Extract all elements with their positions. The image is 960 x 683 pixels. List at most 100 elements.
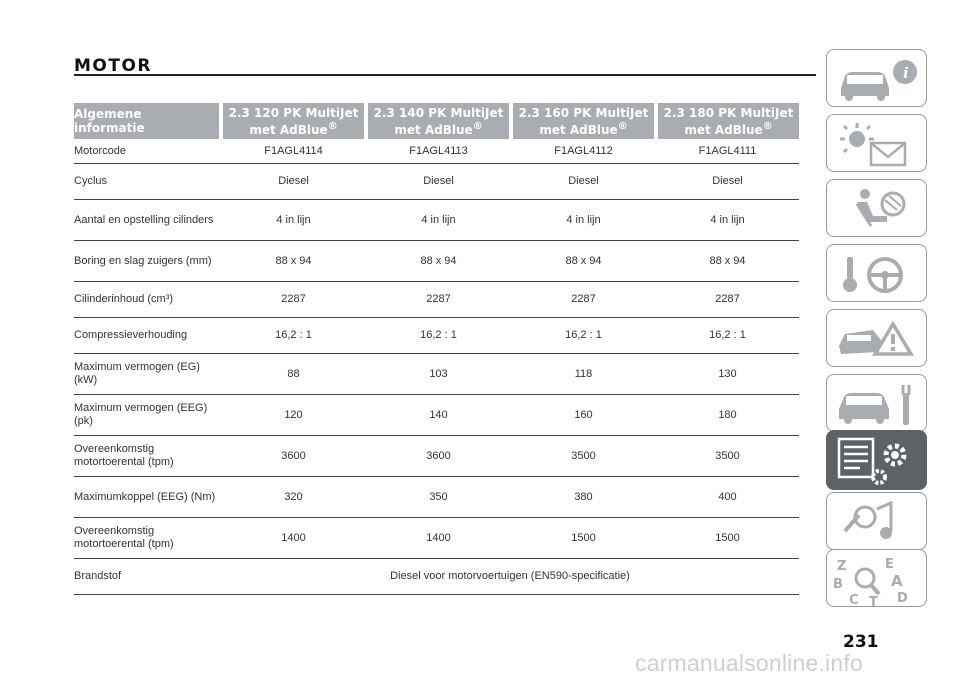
svg-text:i: i	[903, 64, 909, 82]
header-160pk: 2.3 160 PK MultiJet met AdBlue®	[511, 103, 658, 139]
warning-lights-icon	[840, 123, 907, 167]
table-cell: 88 x 94	[656, 240, 799, 282]
table-cell: 140	[366, 394, 511, 436]
row-label: Overeenkomstig motortoerental (tpm)	[74, 435, 221, 477]
car-wrench-icon	[839, 385, 911, 425]
table-cell: 3500	[656, 435, 799, 477]
table-row: Maximumkoppel (EEG) (Nm) 320 350 380 400	[74, 476, 799, 518]
table-row: Cyclus Diesel Diesel Diesel Diesel	[74, 163, 799, 200]
table-cell: 3600	[366, 435, 511, 477]
table-cell: 16,2 : 1	[221, 317, 366, 354]
table-cell: 2287	[656, 281, 799, 318]
table-cell: 1400	[221, 517, 366, 559]
table-cell: F1AGL4113	[366, 139, 511, 164]
row-label: Maximumkoppel (EEG) (Nm)	[74, 476, 221, 518]
tab-warning-lights[interactable]	[826, 114, 927, 172]
table-cell: 320	[221, 476, 366, 518]
table-cell: 88 x 94	[366, 240, 511, 282]
tab-safety[interactable]	[826, 179, 927, 237]
table-cell: Diesel	[656, 163, 799, 200]
table-row: Overeenkomstig motortoerental (tpm) 1400…	[74, 517, 799, 559]
index-az-icon: Z E B A C T D	[833, 557, 908, 608]
car-warning-triangle-icon	[839, 320, 915, 356]
table-row: Boring en slag zuigers (mm) 88 x 94 88 x…	[74, 240, 799, 282]
table-row: Maximum vermogen (EEG) (pk) 120 140 160 …	[74, 394, 799, 436]
table-cell: 1400	[366, 517, 511, 559]
table-cell: 4 in lijn	[366, 199, 511, 241]
table-cell: 1500	[656, 517, 799, 559]
table-cell: F1AGL4114	[221, 139, 366, 164]
table-cell: 160	[511, 394, 656, 436]
table-cell: 88 x 94	[221, 240, 366, 282]
row-label: Cilinderinhoud (cm³)	[74, 281, 221, 318]
table-cell: 88	[221, 353, 366, 395]
svg-text:T: T	[869, 595, 878, 608]
table-cell: 103	[366, 353, 511, 395]
table-cell: 4 in lijn	[656, 199, 799, 241]
table-cell: F1AGL4112	[511, 139, 656, 164]
table-cell: 180	[656, 394, 799, 436]
table-cell: 380	[511, 476, 656, 518]
fuel-value: Diesel voor motorvoertuigen (EN590-speci…	[221, 558, 799, 595]
table-cell: Diesel	[221, 163, 366, 200]
svg-text:E: E	[885, 557, 894, 572]
table-cell: 3500	[511, 435, 656, 477]
table-cell: 130	[656, 353, 799, 395]
table-header-row: Algemene informatie 2.3 120 PK MultiJet …	[74, 103, 799, 139]
tab-emergency[interactable]	[826, 309, 927, 367]
table-cell: 2287	[511, 281, 656, 318]
table-cell: 16,2 : 1	[511, 317, 656, 354]
page-title: MOTOR	[74, 56, 153, 76]
table-cell: 350	[366, 476, 511, 518]
tab-maintenance[interactable]	[826, 374, 927, 432]
row-label: Maximum vermogen (EG) (kW)	[74, 353, 221, 395]
technical-data-icon	[837, 437, 907, 485]
svg-text:D: D	[897, 591, 908, 606]
table-cell: 16,2 : 1	[366, 317, 511, 354]
car-info-icon: i	[841, 60, 917, 101]
table-cell: 16,2 : 1	[656, 317, 799, 354]
page-number: 231	[843, 632, 879, 652]
row-label: Aantal en opstelling cilinders	[74, 199, 221, 241]
airbag-seat-icon	[855, 189, 906, 227]
table-row: Compressieverhouding 16,2 : 1 16,2 : 1 1…	[74, 317, 799, 354]
table-cell: 3600	[221, 435, 366, 477]
header-140pk: 2.3 140 PK MultiJet met AdBlue®	[366, 103, 513, 139]
table-cell: F1AGL4111	[656, 139, 799, 164]
engine-spec-table: Algemene informatie 2.3 120 PK MultiJet …	[74, 103, 799, 595]
tab-multimedia[interactable]	[826, 492, 927, 550]
tab-index[interactable]: Z E B A C T D	[826, 549, 927, 608]
row-label: Boring en slag zuigers (mm)	[74, 240, 221, 282]
row-label: Motorcode	[74, 139, 221, 164]
tab-car-info[interactable]: i	[826, 49, 927, 107]
header-general-info: Algemene informatie	[74, 103, 223, 139]
table-cell: 4 in lijn	[511, 199, 656, 241]
table-cell: 1500	[511, 517, 656, 559]
table-cell: 2287	[366, 281, 511, 318]
tab-starting-driving[interactable]	[826, 244, 927, 302]
table-row: Maximum vermogen (EG) (kW) 88 103 118 13…	[74, 353, 799, 395]
table-cell: 118	[511, 353, 656, 395]
svg-text:Z: Z	[837, 559, 846, 574]
table-cell: 2287	[221, 281, 366, 318]
tab-technical-data[interactable]	[826, 430, 927, 490]
table-cell: 4 in lijn	[221, 199, 366, 241]
table-cell: 400	[656, 476, 799, 518]
svg-text:C: C	[849, 593, 859, 608]
multimedia-icon	[843, 500, 893, 539]
row-label: Brandstof	[74, 558, 221, 595]
table-cell: Diesel	[366, 163, 511, 200]
header-180pk: 2.3 180 PK MultiJet met AdBlue®	[656, 103, 799, 139]
svg-text:A: A	[891, 572, 903, 590]
table-row-fuel: Brandstof Diesel voor motorvoertuigen (E…	[74, 558, 799, 595]
row-label: Cyclus	[74, 163, 221, 200]
table-cell: 88 x 94	[511, 240, 656, 282]
row-label: Overeenkomstig motortoerental (tpm)	[74, 517, 221, 559]
row-label: Maximum vermogen (EEG) (pk)	[74, 394, 221, 436]
table-row: Overeenkomstig motortoerental (tpm) 3600…	[74, 435, 799, 477]
svg-text:B: B	[833, 577, 843, 592]
table-row: Motorcode F1AGL4114 F1AGL4113 F1AGL4112 …	[74, 139, 799, 164]
title-divider	[74, 74, 816, 76]
row-label: Compressieverhouding	[74, 317, 221, 354]
table-cell: Diesel	[511, 163, 656, 200]
